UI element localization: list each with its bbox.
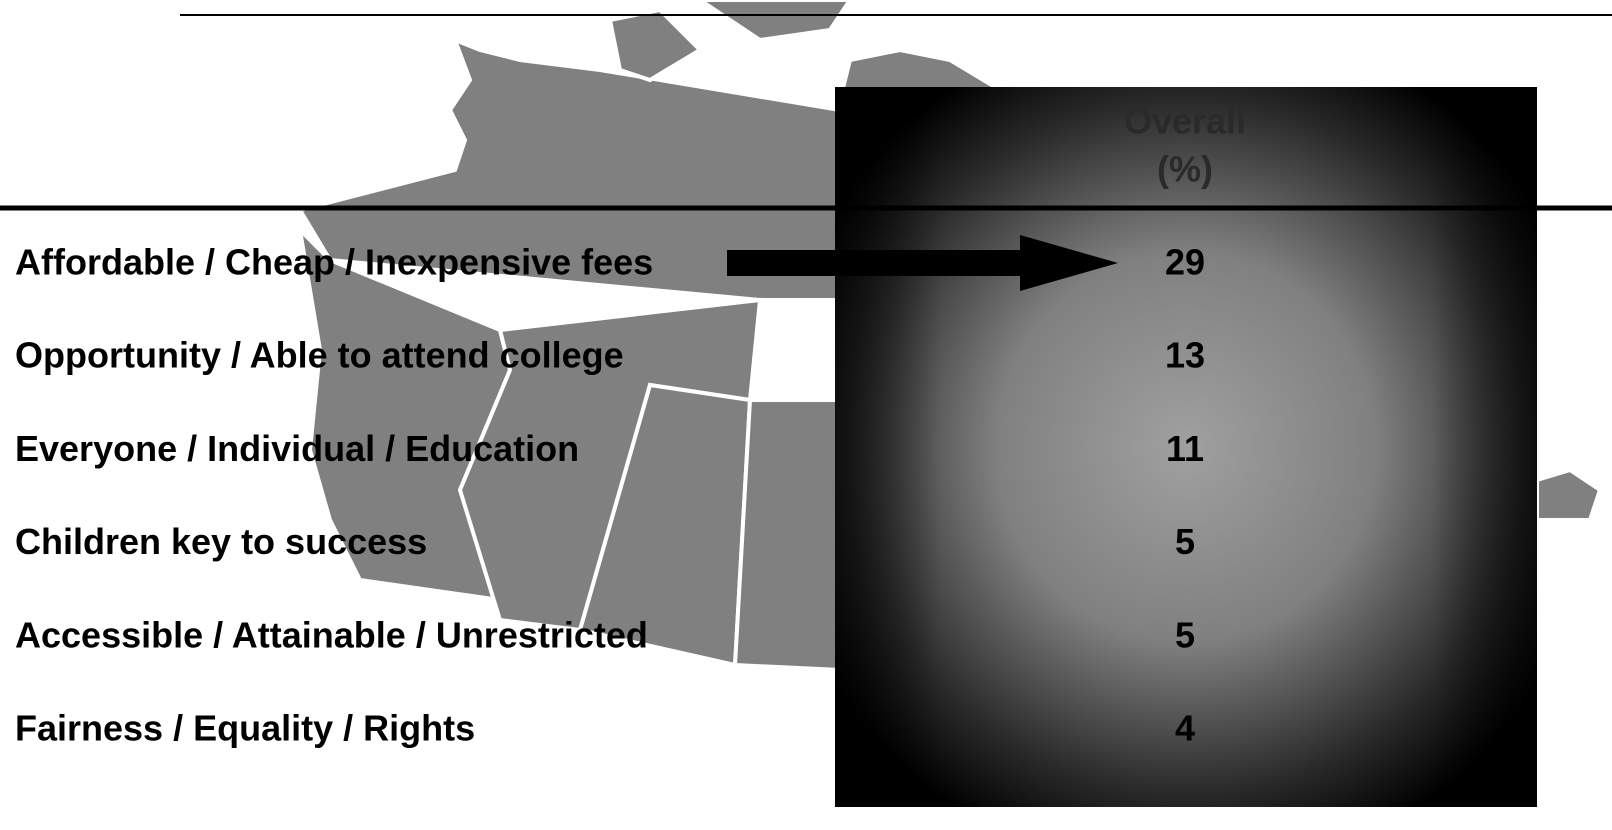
table-rows: Affordable / Cheap / Inexpensive fees 29 O… <box>15 242 1205 749</box>
row-value: 29 <box>1165 242 1205 283</box>
row-value: 13 <box>1165 335 1205 376</box>
column-header-unit: (%) <box>1157 149 1213 190</box>
row-label: Accessible / Attainable / Unrestricted <box>15 614 648 655</box>
row-value: 5 <box>1175 521 1195 562</box>
row-label: Everyone / Individual / Education <box>15 428 579 469</box>
map-background <box>296 0 1603 673</box>
row-value: 11 <box>1166 428 1204 469</box>
row-value: 5 <box>1175 614 1195 655</box>
row-label: Fairness / Equality / Rights <box>15 708 475 749</box>
arrow <box>727 235 1118 291</box>
row-value: 4 <box>1175 708 1195 749</box>
row-label: Opportunity / Able to attend college <box>15 335 624 376</box>
row-label: Affordable / Cheap / Inexpensive fees <box>15 242 653 283</box>
column-header: Overall <box>1124 101 1246 142</box>
row-label: Children key to success <box>15 521 427 562</box>
